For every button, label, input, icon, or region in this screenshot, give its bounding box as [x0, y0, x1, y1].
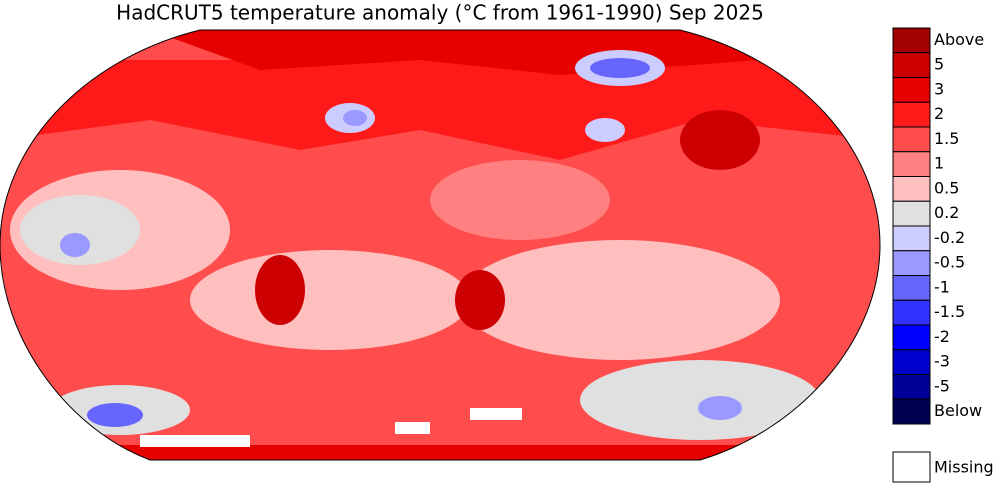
legend-label: 0.2 [934, 203, 959, 222]
legend-swatch [892, 126, 931, 153]
legend-label: 1.5 [934, 129, 959, 148]
legend-label: -1 [934, 277, 950, 296]
legend-swatch [892, 451, 931, 483]
legend-swatch [892, 374, 931, 400]
legend-label: 0.5 [934, 178, 959, 197]
legend-label: Above [934, 30, 984, 49]
legend-swatch [892, 151, 931, 177]
legend-label: Missing [934, 458, 994, 477]
legend-swatch [892, 275, 931, 301]
map-title: HadCRUT5 temperature anomaly (°C from 19… [116, 1, 764, 25]
legend-label: -0.5 [934, 253, 965, 272]
legend-swatch [892, 27, 931, 54]
legend-swatch [892, 225, 931, 252]
legend-label: 2 [934, 104, 944, 123]
legend-label: -2 [934, 327, 950, 346]
legend-label: 1 [934, 154, 944, 173]
legend-swatch [892, 176, 931, 202]
anomaly-map [0, 30, 880, 460]
legend-label: 3 [934, 79, 944, 98]
legend-label: -5 [934, 376, 950, 395]
legend-swatch [892, 349, 931, 375]
legend-swatch [892, 101, 931, 128]
legend-swatch [892, 52, 931, 78]
legend-swatch [892, 324, 931, 351]
map-outline [0, 29, 881, 461]
legend-label: -0.2 [934, 228, 965, 247]
legend-swatch [892, 250, 931, 276]
legend: Above 5 3 2 1.5 1 0.5 0.2 -0.2 -0.5 -1 -1.5 -2 -3 -5 Be… [892, 27, 994, 483]
legend-label: 5 [934, 55, 944, 74]
legend-label: Below [934, 401, 982, 420]
legend-swatch [892, 398, 931, 425]
legend-label: -3 [934, 352, 950, 371]
legend-label: -1.5 [934, 302, 965, 321]
legend-swatch [892, 200, 931, 227]
legend-swatch [892, 299, 931, 326]
legend-swatch [892, 77, 931, 103]
